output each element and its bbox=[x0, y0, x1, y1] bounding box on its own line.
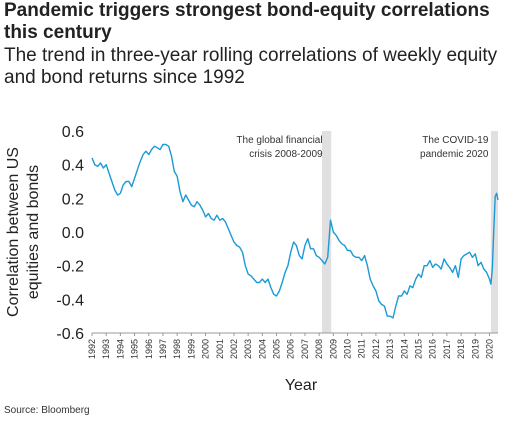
x-tick-label: 2019 bbox=[470, 339, 480, 359]
x-tick-label: 2003 bbox=[243, 339, 253, 359]
x-tick-label: 1998 bbox=[172, 339, 182, 359]
annotation-labels: The global financial crisis 2008-2009 The … bbox=[236, 135, 488, 160]
x-tick-label: 2014 bbox=[399, 339, 409, 359]
annotation-1-line1: The global financial bbox=[236, 135, 322, 146]
y-tick-label: 0.0 bbox=[62, 225, 84, 242]
x-tick-label: 2001 bbox=[215, 339, 225, 359]
y-axis-label-line2: equities and bonds bbox=[25, 165, 42, 299]
source-note: Source: Bloomberg bbox=[4, 405, 90, 416]
series-line bbox=[91, 143, 499, 319]
y-tick-label: 0.6 bbox=[62, 124, 84, 141]
y-tick-label: -0.6 bbox=[56, 326, 84, 343]
x-tick-label: 2015 bbox=[414, 339, 424, 359]
y-axis: -0.6 -0.4 -0.2 0.0 0.2 0.4 0.6 bbox=[56, 124, 84, 343]
x-tick-label: 1999 bbox=[186, 339, 196, 359]
x-axis-label: Year bbox=[285, 377, 318, 394]
annotation-1-line2: crisis 2008-2009 bbox=[249, 149, 323, 160]
x-tick-label: 2005 bbox=[272, 339, 282, 359]
annotation-2-line2: pandemic 2020 bbox=[420, 149, 489, 160]
x-tick-label: 2008 bbox=[314, 339, 324, 359]
x-tick-label: 1993 bbox=[101, 339, 111, 359]
x-tick-label: 1997 bbox=[158, 339, 168, 359]
chart-title: Pandemic triggers strongest bond-equity … bbox=[4, 0, 490, 43]
shaded-period-2 bbox=[490, 131, 498, 333]
x-tick-label: 2011 bbox=[357, 339, 367, 358]
x-tick-label: 2020 bbox=[484, 339, 494, 359]
y-tick-label: 0.2 bbox=[62, 191, 84, 208]
x-tick-label: 2009 bbox=[328, 339, 338, 359]
x-tick-label: 1996 bbox=[144, 339, 154, 359]
x-tick-label: 1994 bbox=[115, 339, 125, 359]
x-tick-label: 2017 bbox=[442, 339, 452, 359]
y-tick-label: 0.4 bbox=[62, 158, 84, 175]
x-tick-label: 2012 bbox=[371, 339, 381, 359]
x-tick-label: 2006 bbox=[286, 339, 296, 359]
x-tick-label: 2000 bbox=[201, 339, 211, 359]
y-tick-label: -0.4 bbox=[56, 292, 84, 309]
x-tick-label: 2018 bbox=[456, 339, 466, 359]
y-tick-label: -0.2 bbox=[56, 259, 84, 276]
x-tick-label: 1995 bbox=[130, 339, 140, 359]
y-axis-label-line1: Correlation between US bbox=[5, 147, 22, 317]
x-tick-label: 2004 bbox=[257, 339, 267, 359]
series-line-group bbox=[91, 143, 499, 319]
x-tick-label: 2013 bbox=[385, 339, 395, 359]
chart-subtitle: The trend in three-year rolling correlat… bbox=[4, 45, 498, 88]
x-tick-label: 2007 bbox=[300, 339, 310, 359]
x-tick-label: 2010 bbox=[343, 339, 353, 359]
x-tick-label: 2002 bbox=[229, 339, 239, 359]
x-tick-label: 2016 bbox=[428, 339, 438, 359]
shaded-period-1 bbox=[321, 131, 332, 333]
x-axis: 1992 1993 1994 1995 1996 1997 1998 1999 2000 2001… bbox=[87, 332, 498, 359]
annotation-2-line1: The COVID-19 bbox=[422, 135, 489, 146]
shaded-periods bbox=[321, 131, 498, 333]
x-tick-label: 1992 bbox=[87, 339, 97, 359]
